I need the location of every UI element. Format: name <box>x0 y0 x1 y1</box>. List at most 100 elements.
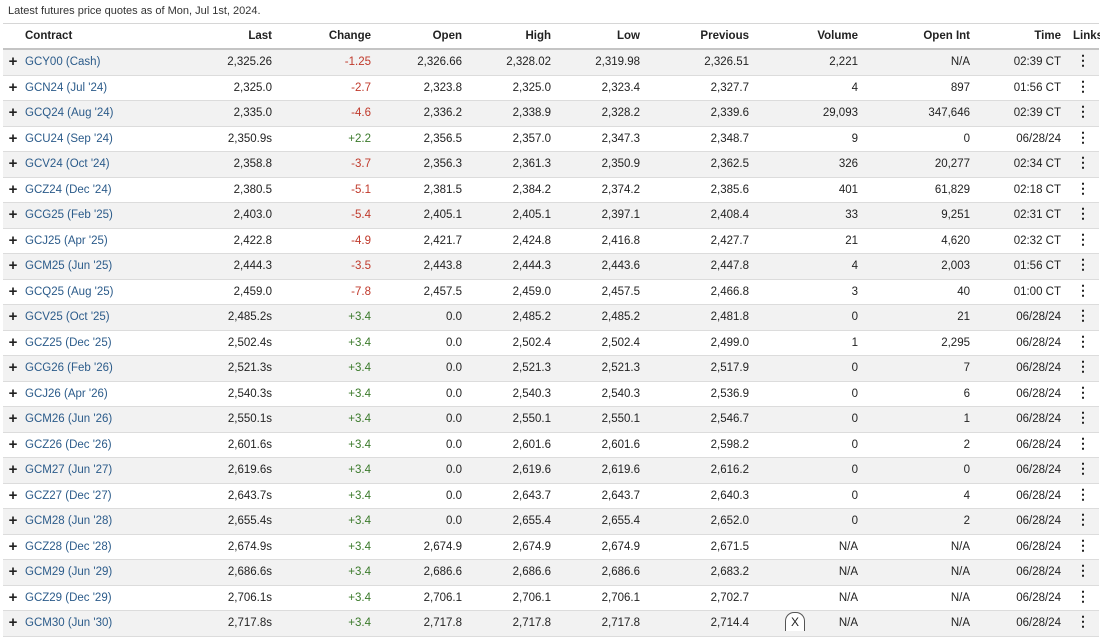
volume-cell: N/A <box>755 559 864 586</box>
contract-link[interactable]: GCG25 (Feb '25) <box>25 209 113 222</box>
contract-link[interactable]: GCM29 (Jun '29) <box>25 566 113 579</box>
contract-link[interactable]: GCZ27 (Dec '27) <box>25 489 112 502</box>
time-cell: 02:31 CT <box>976 202 1067 229</box>
contract-link[interactable]: GCG26 (Feb '26) <box>25 362 113 375</box>
contract-link[interactable]: GCQ24 (Aug '24) <box>25 107 114 120</box>
more-vertical-icon[interactable]: ⋮ <box>1076 562 1090 579</box>
plus-icon[interactable]: + <box>8 231 18 249</box>
time-cell: 06/28/24 <box>976 610 1067 637</box>
column-header-open-int[interactable]: Open Int <box>864 23 976 50</box>
high-cell: 2,459.0 <box>468 279 557 305</box>
more-vertical-icon[interactable]: ⋮ <box>1076 358 1090 375</box>
plus-icon[interactable]: + <box>8 333 18 351</box>
column-header-open[interactable]: Open <box>377 23 468 50</box>
contract-link[interactable]: GCZ29 (Dec '29) <box>25 591 112 604</box>
more-vertical-icon[interactable]: ⋮ <box>1076 77 1090 94</box>
more-vertical-icon[interactable]: ⋮ <box>1076 460 1090 477</box>
contract-link[interactable]: GCV24 (Oct '24) <box>25 158 110 171</box>
contract-link[interactable]: GCJ26 (Apr '26) <box>25 387 108 400</box>
contract-link[interactable]: GCZ28 (Dec '28) <box>25 540 112 553</box>
more-vertical-icon[interactable]: ⋮ <box>1076 230 1090 247</box>
column-header-time[interactable]: Time <box>976 23 1067 50</box>
contract-link[interactable]: GCQ25 (Aug '25) <box>25 285 114 298</box>
plus-icon[interactable]: + <box>8 104 18 122</box>
plus-icon[interactable]: + <box>8 537 18 555</box>
contract-link[interactable]: GCJ25 (Apr '25) <box>25 234 108 247</box>
previous-cell: 2,327.7 <box>646 75 755 101</box>
contract-link[interactable]: GCM30 (Jun '30) <box>25 617 113 630</box>
column-header-low[interactable]: Low <box>557 23 646 50</box>
plus-icon[interactable]: + <box>8 78 18 96</box>
contract-link[interactable]: GCM28 (Jun '28) <box>25 515 113 528</box>
plus-icon[interactable]: + <box>8 384 18 402</box>
more-vertical-icon[interactable]: ⋮ <box>1076 383 1090 400</box>
contract-link[interactable]: GCU24 (Sep '24) <box>25 132 113 145</box>
more-vertical-icon[interactable]: ⋮ <box>1076 52 1090 69</box>
plus-icon[interactable]: + <box>8 614 18 632</box>
column-header-volume[interactable]: Volume <box>755 23 864 50</box>
plus-icon[interactable]: + <box>8 282 18 300</box>
more-vertical-icon[interactable]: ⋮ <box>1076 485 1090 502</box>
volume-cell: N/A <box>755 585 864 611</box>
plus-icon[interactable]: + <box>8 180 18 198</box>
plus-icon[interactable]: + <box>8 588 18 606</box>
column-header-high[interactable]: High <box>468 23 557 50</box>
contract-link[interactable]: GCV25 (Oct '25) <box>25 311 110 324</box>
more-vertical-icon[interactable]: ⋮ <box>1076 128 1090 145</box>
time-cell: 02:34 CT <box>976 151 1067 178</box>
plus-icon[interactable]: + <box>8 308 18 326</box>
open-cell: 0.0 <box>377 483 468 509</box>
more-vertical-icon[interactable]: ⋮ <box>1076 256 1090 273</box>
contract-link[interactable]: GCM27 (Jun '27) <box>25 464 113 477</box>
contract-link[interactable]: GCN24 (Jul '24) <box>25 81 108 94</box>
more-vertical-icon[interactable]: ⋮ <box>1076 205 1090 222</box>
more-vertical-icon[interactable]: ⋮ <box>1076 536 1090 553</box>
close-icon[interactable]: X <box>785 612 805 631</box>
table-header-row: Contract Last Change Open High Low Previ… <box>3 23 1100 50</box>
more-vertical-icon[interactable]: ⋮ <box>1076 511 1090 528</box>
open-cell: 0.0 <box>377 330 468 356</box>
column-header-last[interactable]: Last <box>210 23 278 50</box>
contract-link[interactable]: GCZ24 (Dec '24) <box>25 183 112 196</box>
contract-link[interactable]: GCM26 (Jun '26) <box>25 413 113 426</box>
open-cell: 2,686.6 <box>377 559 468 586</box>
more-vertical-icon[interactable]: ⋮ <box>1076 434 1090 451</box>
more-vertical-icon[interactable]: ⋮ <box>1076 179 1090 196</box>
more-vertical-icon[interactable]: ⋮ <box>1076 613 1090 630</box>
contract-link[interactable]: GCZ25 (Dec '25) <box>25 336 112 349</box>
plus-icon[interactable]: + <box>8 155 18 173</box>
column-header-contract[interactable]: Contract <box>3 23 210 50</box>
contract-link[interactable]: GCZ26 (Dec '26) <box>25 438 112 451</box>
time-cell: 06/28/24 <box>976 432 1067 458</box>
plus-icon[interactable]: + <box>8 410 18 428</box>
previous-cell: 2,671.5 <box>646 534 755 560</box>
plus-icon[interactable]: + <box>8 129 18 147</box>
last-cell: 2,358.8 <box>210 151 278 178</box>
change-cell: +3.4 <box>278 534 377 560</box>
high-cell: 2,405.1 <box>468 202 557 229</box>
plus-icon[interactable]: + <box>8 257 18 275</box>
contract-link[interactable]: GCY00 (Cash) <box>25 56 101 69</box>
column-header-previous[interactable]: Previous <box>646 23 755 50</box>
more-vertical-icon[interactable]: ⋮ <box>1076 307 1090 324</box>
plus-icon[interactable]: + <box>8 53 18 71</box>
low-cell: 2,521.3 <box>557 355 646 382</box>
links-cell: ⋮ <box>1067 508 1099 535</box>
plus-icon[interactable]: + <box>8 486 18 504</box>
column-header-change[interactable]: Change <box>278 23 377 50</box>
more-vertical-icon[interactable]: ⋮ <box>1076 281 1090 298</box>
plus-icon[interactable]: + <box>8 461 18 479</box>
more-vertical-icon[interactable]: ⋮ <box>1076 332 1090 349</box>
plus-icon[interactable]: + <box>8 206 18 224</box>
contract-link[interactable]: GCM25 (Jun '25) <box>25 260 113 273</box>
more-vertical-icon[interactable]: ⋮ <box>1076 587 1090 604</box>
more-vertical-icon[interactable]: ⋮ <box>1076 154 1090 171</box>
plus-icon[interactable]: + <box>8 563 18 581</box>
more-vertical-icon[interactable]: ⋮ <box>1076 409 1090 426</box>
table-row: + GCG26 (Feb '26) 2,521.3s +3.4 0.0 2,521.3 2,… <box>3 355 1099 382</box>
plus-icon[interactable]: + <box>8 435 18 453</box>
open-cell: 2,323.8 <box>377 75 468 101</box>
plus-icon[interactable]: + <box>8 359 18 377</box>
plus-icon[interactable]: + <box>8 512 18 530</box>
more-vertical-icon[interactable]: ⋮ <box>1076 103 1090 120</box>
